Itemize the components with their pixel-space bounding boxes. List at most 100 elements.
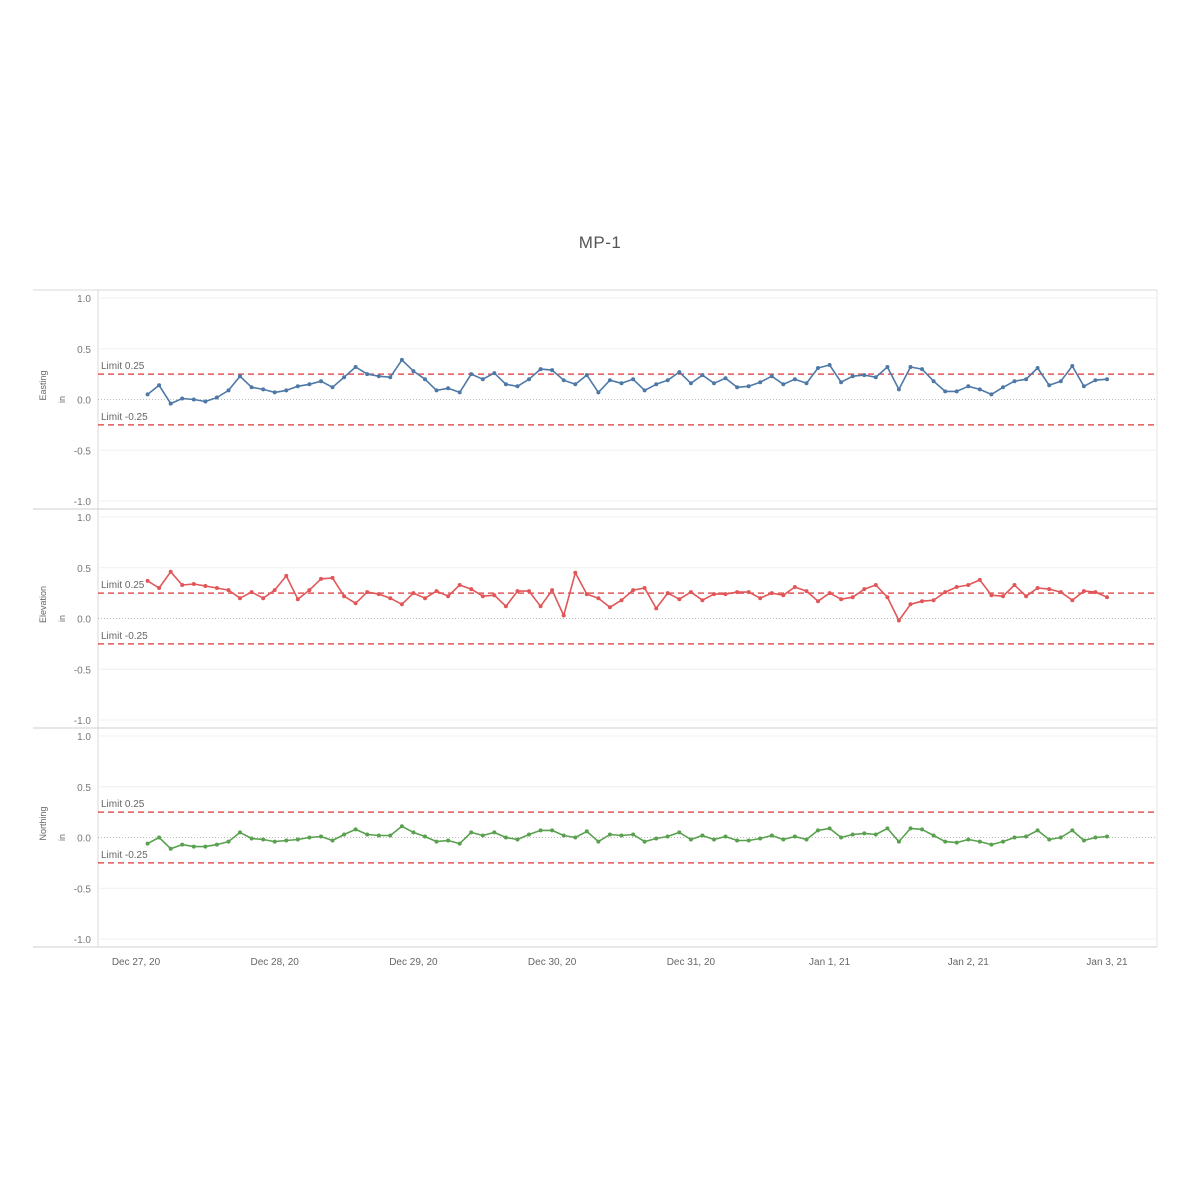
- x-tick-label: Dec 31, 20: [667, 957, 716, 968]
- data-point: [573, 570, 578, 575]
- data-point: [573, 382, 578, 387]
- data-point: [1047, 837, 1052, 842]
- data-point: [492, 593, 497, 598]
- data-point: [330, 838, 335, 843]
- data-point: [677, 597, 682, 602]
- data-point: [920, 599, 924, 604]
- data-point: [1081, 589, 1086, 594]
- data-point: [712, 381, 716, 386]
- data-point: [862, 587, 867, 592]
- data-point: [816, 599, 820, 604]
- data-point: [480, 377, 485, 382]
- x-tick-label: Jan 1, 21: [809, 957, 851, 968]
- data-point: [954, 585, 959, 589]
- data-point: [180, 842, 185, 847]
- data-point: [619, 598, 624, 603]
- data-point: [1070, 598, 1075, 603]
- y-tick-label: 0.5: [77, 564, 91, 575]
- data-point: [908, 602, 913, 607]
- data-point: [989, 842, 994, 847]
- data-point: [735, 385, 740, 390]
- data-point: [561, 378, 566, 383]
- data-point: [561, 833, 566, 838]
- y-tick-label: -1.0: [74, 716, 92, 727]
- data-point: [885, 365, 890, 369]
- data-point: [480, 833, 485, 838]
- data-point: [665, 591, 670, 596]
- data-point: [353, 601, 358, 606]
- data-point: [330, 385, 335, 390]
- data-point: [631, 832, 636, 837]
- data-point: [307, 382, 312, 387]
- data-point: [977, 387, 982, 392]
- data-point: [191, 582, 196, 586]
- limit-label: Limit -0.25: [101, 631, 148, 642]
- data-point: [792, 585, 797, 589]
- data-point: [885, 826, 890, 831]
- data-point: [792, 834, 797, 839]
- data-point: [712, 837, 716, 842]
- data-point: [885, 595, 890, 600]
- data-point: [1024, 594, 1029, 599]
- data-point: [180, 396, 185, 401]
- data-point: [469, 372, 474, 377]
- data-point: [954, 840, 959, 845]
- data-point: [238, 830, 242, 835]
- data-point: [284, 388, 289, 393]
- data-point: [168, 401, 173, 406]
- data-point: [319, 379, 323, 384]
- data-point: [434, 839, 439, 844]
- data-point: [896, 839, 901, 844]
- data-point: [596, 390, 601, 395]
- data-point: [873, 375, 878, 380]
- data-point: [249, 385, 254, 390]
- data-point: [330, 575, 335, 580]
- data-point: [827, 826, 832, 831]
- data-point: [319, 834, 323, 839]
- data-point: [503, 382, 508, 387]
- y-tick-label: 0.0: [77, 615, 91, 626]
- data-point: [527, 832, 531, 837]
- data-point: [272, 390, 277, 395]
- data-point: [758, 380, 763, 385]
- data-point: [642, 839, 647, 844]
- data-point: [550, 828, 555, 833]
- data-point: [492, 371, 497, 376]
- data-point: [515, 589, 520, 594]
- data-point: [249, 590, 254, 595]
- data-point: [607, 378, 612, 383]
- data-point: [457, 390, 462, 395]
- data-point: [203, 844, 208, 849]
- data-point: [191, 844, 196, 849]
- data-point: [723, 376, 728, 381]
- data-point: [168, 569, 173, 574]
- y-axis-unit: in: [57, 615, 67, 622]
- data-point: [908, 826, 913, 831]
- data-point: [977, 577, 982, 582]
- data-point: [226, 388, 231, 393]
- data-point: [781, 382, 786, 387]
- data-point: [619, 381, 624, 386]
- data-point: [804, 837, 809, 842]
- data-point: [966, 384, 971, 389]
- data-point: [1012, 835, 1017, 840]
- data-point: [353, 827, 358, 832]
- data-point: [145, 841, 150, 846]
- data-point: [850, 374, 855, 379]
- data-point: [423, 596, 427, 601]
- data-point: [446, 838, 451, 843]
- data-point: [284, 573, 289, 578]
- data-point: [654, 606, 659, 611]
- data-point: [642, 388, 647, 393]
- panel-northing: 1.0 0.5 0.0 -0.5 -1.0 Northing in Limit 0.25 Lim…: [33, 732, 1157, 948]
- data-point: [677, 370, 682, 375]
- data-point: [284, 838, 289, 843]
- data-point: [203, 584, 208, 588]
- data-point: [735, 838, 740, 843]
- data-point: [365, 372, 370, 377]
- data-point: [1058, 379, 1063, 384]
- data-point: [1105, 377, 1109, 382]
- data-point: [1105, 595, 1109, 600]
- data-point: [261, 387, 266, 392]
